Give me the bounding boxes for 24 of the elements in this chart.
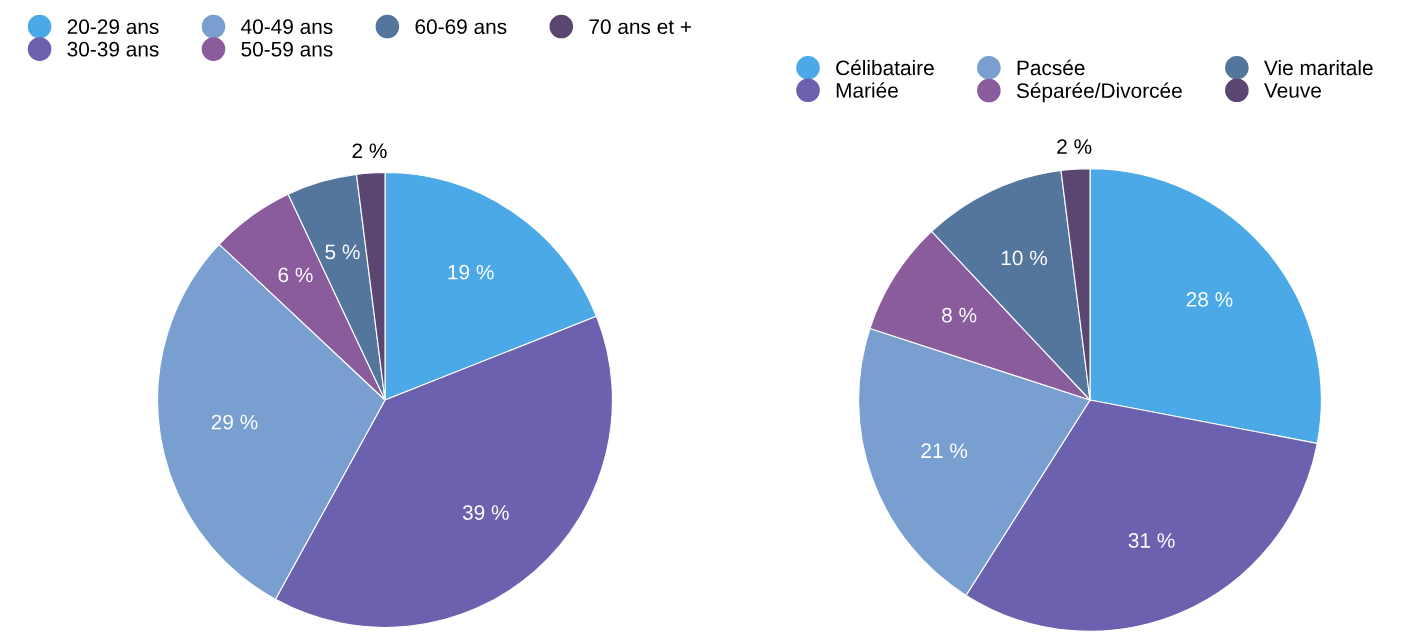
data-label: 39 % <box>462 505 509 520</box>
data-label: 2 % <box>1057 139 1092 154</box>
legend-label: Célibataire <box>836 59 934 76</box>
legend-label: Vie maritale <box>1264 59 1373 76</box>
legend-label: 30-39 ans <box>67 41 159 57</box>
data-label: 31 % <box>1128 533 1175 548</box>
data-label: 5 % <box>325 244 360 260</box>
legend-label: 50-59 ans <box>241 41 333 57</box>
legend-label: 60-69 ans <box>415 19 507 35</box>
data-label: 8 % <box>942 307 977 323</box>
legend-label: 20-29 ans <box>67 19 159 35</box>
legend-label: Mariée <box>836 82 898 98</box>
legend-label: 40-49 ans <box>241 19 333 35</box>
data-label: 6 % <box>278 267 313 283</box>
legend-label: Séparée/Divorcée <box>1016 82 1182 103</box>
data-label: 21 % <box>921 443 968 459</box>
legend-label: Pacsée <box>1017 59 1085 76</box>
data-label: 29 % <box>211 414 258 430</box>
legend-label: Veuve <box>1264 83 1321 98</box>
data-label: 2 % <box>352 143 387 159</box>
data-label: 10 % <box>1001 250 1047 266</box>
legend-label: 70 ans et + <box>589 19 692 35</box>
data-label: 28 % <box>1186 292 1233 307</box>
data-label: 19 % <box>448 264 494 280</box>
